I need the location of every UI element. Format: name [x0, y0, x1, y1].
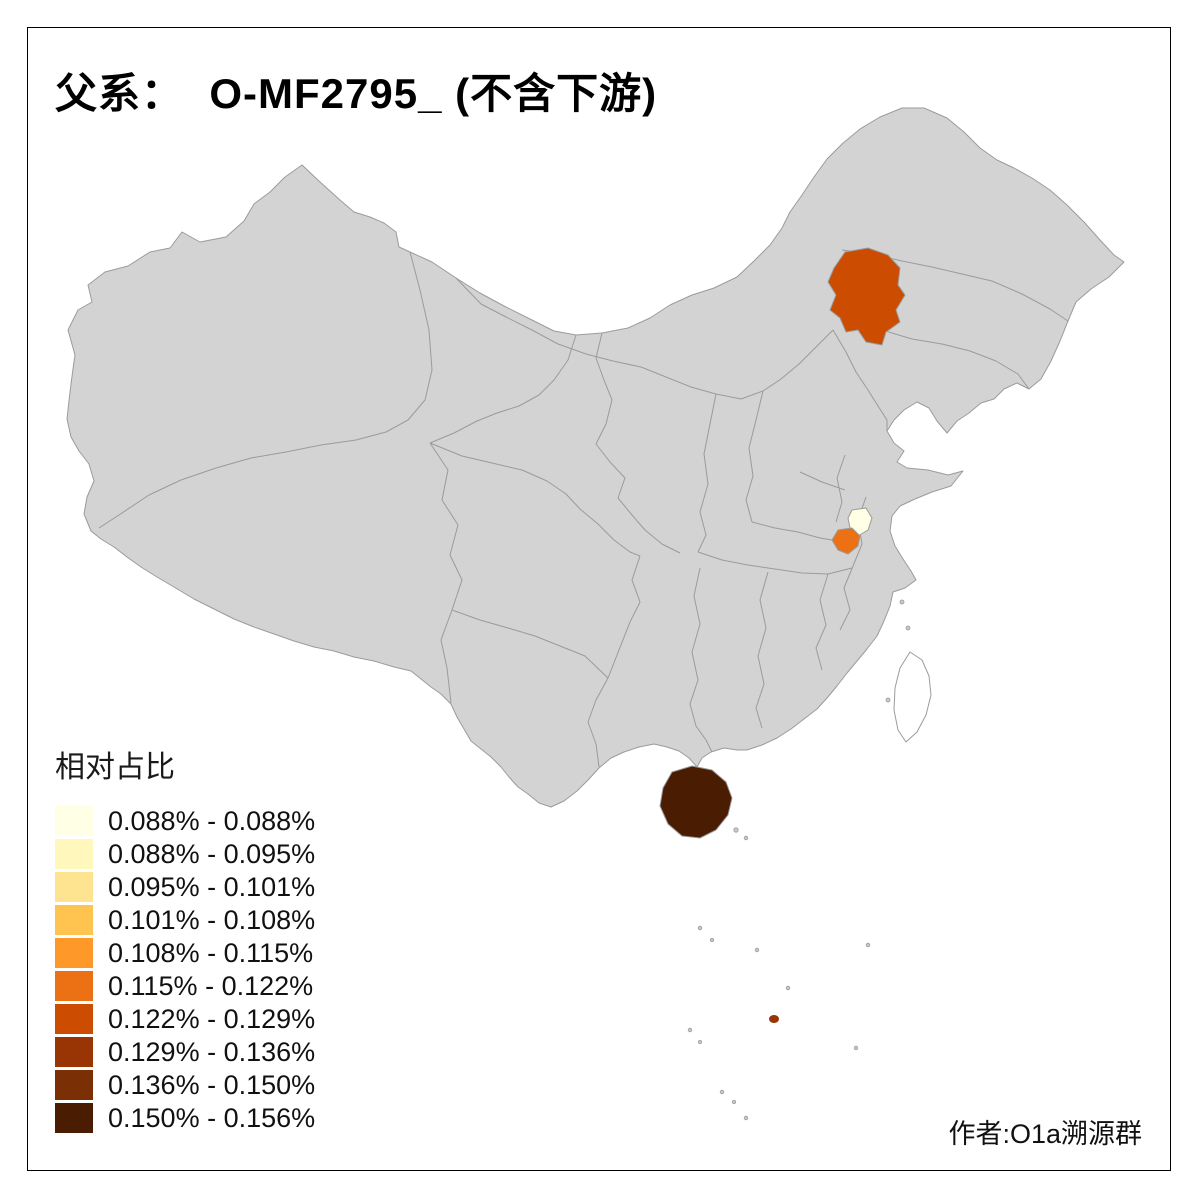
legend-swatch — [55, 1004, 93, 1034]
legend-item: 0.129% - 0.136% — [55, 1037, 315, 1067]
region-northeast — [827, 247, 906, 346]
legend-item: 0.108% - 0.115% — [55, 938, 315, 968]
legend-item: 0.095% - 0.101% — [55, 872, 315, 902]
legend-item: 0.088% - 0.095% — [55, 839, 315, 869]
legend-label: 0.088% - 0.088% — [108, 805, 316, 836]
legend: 相对占比 0.088% - 0.088% 0.088% - 0.095% 0.0… — [55, 742, 315, 1136]
province-borders — [98, 249, 1069, 768]
legend-swatch-rect — [55, 1103, 93, 1133]
legend-item: 0.136% - 0.150% — [55, 1070, 315, 1100]
minor-islands — [687, 599, 911, 1121]
page-title: 父系： O-MF2795_ (不含下游) — [55, 70, 658, 117]
legend-swatch — [55, 905, 93, 935]
legend-label: 0.136% - 0.150% — [108, 1069, 316, 1100]
legend-swatch — [55, 872, 93, 902]
region-taiwan — [893, 651, 932, 743]
legend-swatch — [55, 1037, 93, 1067]
legend-item: 0.115% - 0.122% — [55, 971, 315, 1001]
legend-item: 0.101% - 0.108% — [55, 905, 315, 935]
legend-swatch-rect — [55, 1037, 93, 1067]
legend-label: 0.088% - 0.095% — [108, 838, 316, 869]
legend-label: 0.095% - 0.101% — [108, 871, 316, 902]
legend-swatch — [55, 806, 93, 836]
legend-label: 0.129% - 0.136% — [108, 1036, 316, 1067]
legend-swatch — [55, 971, 93, 1001]
legend-swatch — [55, 1070, 93, 1100]
legend-swatch — [55, 839, 93, 869]
legend-swatch-rect — [55, 806, 93, 836]
legend-label: 0.122% - 0.129% — [108, 1003, 316, 1034]
legend-item: 0.122% - 0.129% — [55, 1004, 315, 1034]
region-hainan — [659, 765, 733, 839]
region-east-small-pale — [847, 507, 873, 537]
legend-label: 0.150% - 0.156% — [108, 1102, 316, 1133]
legend-label: 0.108% - 0.115% — [108, 937, 314, 968]
legend-item: 0.088% - 0.088% — [55, 806, 315, 836]
legend-swatch-rect — [55, 1004, 93, 1034]
legend-swatch-rect — [55, 1070, 93, 1100]
legend-swatch-rect — [55, 839, 93, 869]
legend-swatch-rect — [55, 872, 93, 902]
legend-label: 0.115% - 0.122% — [108, 970, 314, 1001]
legend-swatch-rect — [55, 905, 93, 935]
legend-title: 相对占比 — [55, 751, 175, 784]
region-south-sea-islet — [769, 1015, 779, 1023]
legend-swatch-rect — [55, 938, 93, 968]
legend-item: 0.150% - 0.156% — [55, 1103, 315, 1133]
legend-swatch — [55, 938, 93, 968]
legend-swatch — [55, 1103, 93, 1133]
region-east-small-orange — [831, 527, 861, 555]
attribution-text: 作者:O1a溯源群 — [948, 1119, 1142, 1149]
legend-swatch-rect — [55, 971, 93, 1001]
legend-label: 0.101% - 0.108% — [108, 904, 316, 935]
